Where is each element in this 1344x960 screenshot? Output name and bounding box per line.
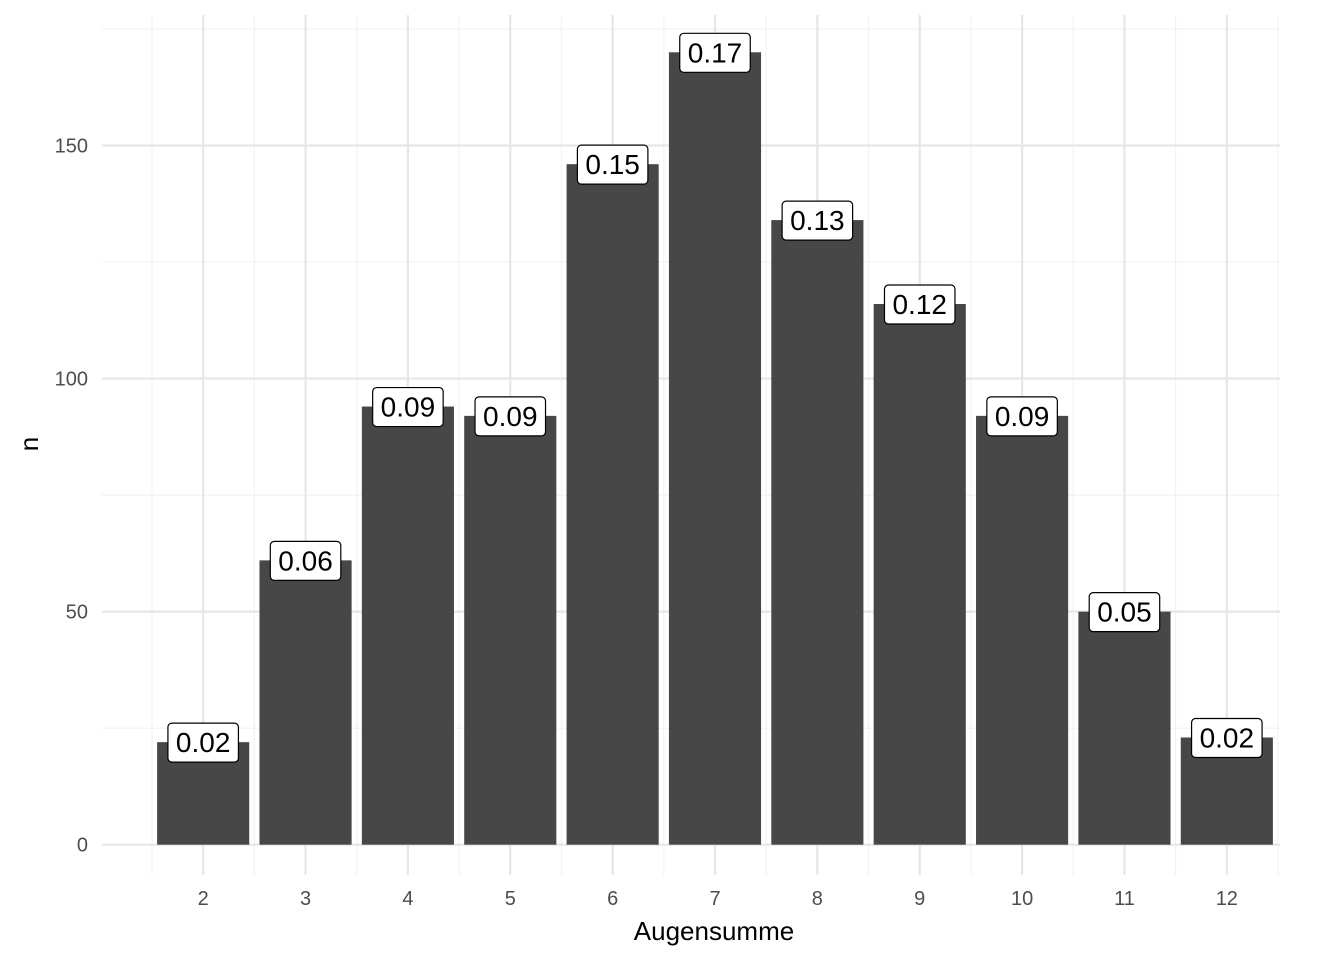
x-tick-label: 3 (300, 888, 311, 910)
data-label-box (269, 540, 342, 581)
data-label-text: 0.02 (176, 727, 231, 758)
y-tick-label: 50 (66, 602, 88, 624)
x-tick-label: 9 (914, 888, 925, 910)
data-label-box (474, 396, 547, 437)
data-label-text: 0.13 (790, 205, 845, 236)
bar (464, 415, 557, 845)
bar (873, 303, 966, 845)
data-label: 0.13 (781, 200, 854, 241)
bar (976, 415, 1069, 845)
bar (361, 406, 454, 845)
y-axis-tick-labels: 0 50 100 150 (55, 136, 88, 857)
data-label-box (781, 200, 854, 241)
data-label: 0.02 (167, 722, 240, 763)
x-axis-tick-labels: 2 3 4 5 6 7 8 9 10 11 12 (198, 888, 1238, 910)
data-label-box (167, 722, 240, 763)
data-label-box (1088, 592, 1161, 633)
x-tick-label: 6 (607, 888, 618, 910)
data-label-text: 0.09 (995, 401, 1050, 432)
data-label-text: 0.12 (892, 289, 947, 320)
data-label: 0.12 (883, 284, 956, 325)
y-tick-label: 150 (55, 136, 88, 158)
data-label-box (679, 32, 751, 73)
data-label-text: 0.17 (688, 37, 743, 68)
x-axis-title: Augensumme (634, 916, 794, 946)
x-tick-label: 12 (1216, 888, 1238, 910)
bars (157, 52, 1273, 845)
data-label: 0.02 (1190, 717, 1263, 759)
x-tick-label: 10 (1011, 888, 1033, 910)
data-labels: 0.02 0.06 0.09 0.09 0.15 0.17 0.13 0.12 0.09 0.05… (167, 32, 1263, 763)
data-label-text: 0.05 (1097, 597, 1152, 628)
data-label-box (986, 396, 1058, 437)
data-label: 0.15 (576, 144, 649, 185)
bar (771, 220, 864, 845)
bar (566, 164, 659, 845)
y-axis-title: n (14, 437, 44, 451)
data-label-text: 0.02 (1200, 722, 1255, 753)
x-tick-label: 11 (1114, 888, 1135, 910)
data-label: 0.09 (372, 386, 444, 428)
data-label-text: 0.06 (278, 545, 333, 576)
data-label-text: 0.09 (483, 401, 538, 432)
data-label-box (883, 284, 956, 325)
x-tick-label: 8 (812, 888, 823, 910)
bar (1078, 611, 1171, 845)
y-tick-label: 0 (77, 835, 88, 857)
data-label-box (1190, 717, 1263, 759)
data-label-box (576, 144, 649, 185)
y-tick-label: 100 (55, 369, 88, 391)
x-tick-label: 7 (709, 888, 720, 910)
x-tick-label: 4 (402, 888, 413, 910)
bar (259, 560, 352, 845)
data-label: 0.09 (986, 396, 1058, 437)
data-label: 0.09 (474, 396, 547, 437)
bar (668, 52, 762, 845)
data-label: 0.05 (1088, 592, 1161, 633)
x-tick-label: 5 (505, 888, 516, 910)
minor-gridlines (102, 15, 1280, 875)
data-label: 0.17 (679, 32, 751, 73)
data-label-box (372, 386, 444, 428)
x-tick-label: 2 (198, 888, 209, 910)
data-label-text: 0.15 (585, 149, 640, 180)
data-label: 0.06 (269, 540, 342, 581)
data-label-text: 0.09 (381, 392, 436, 423)
